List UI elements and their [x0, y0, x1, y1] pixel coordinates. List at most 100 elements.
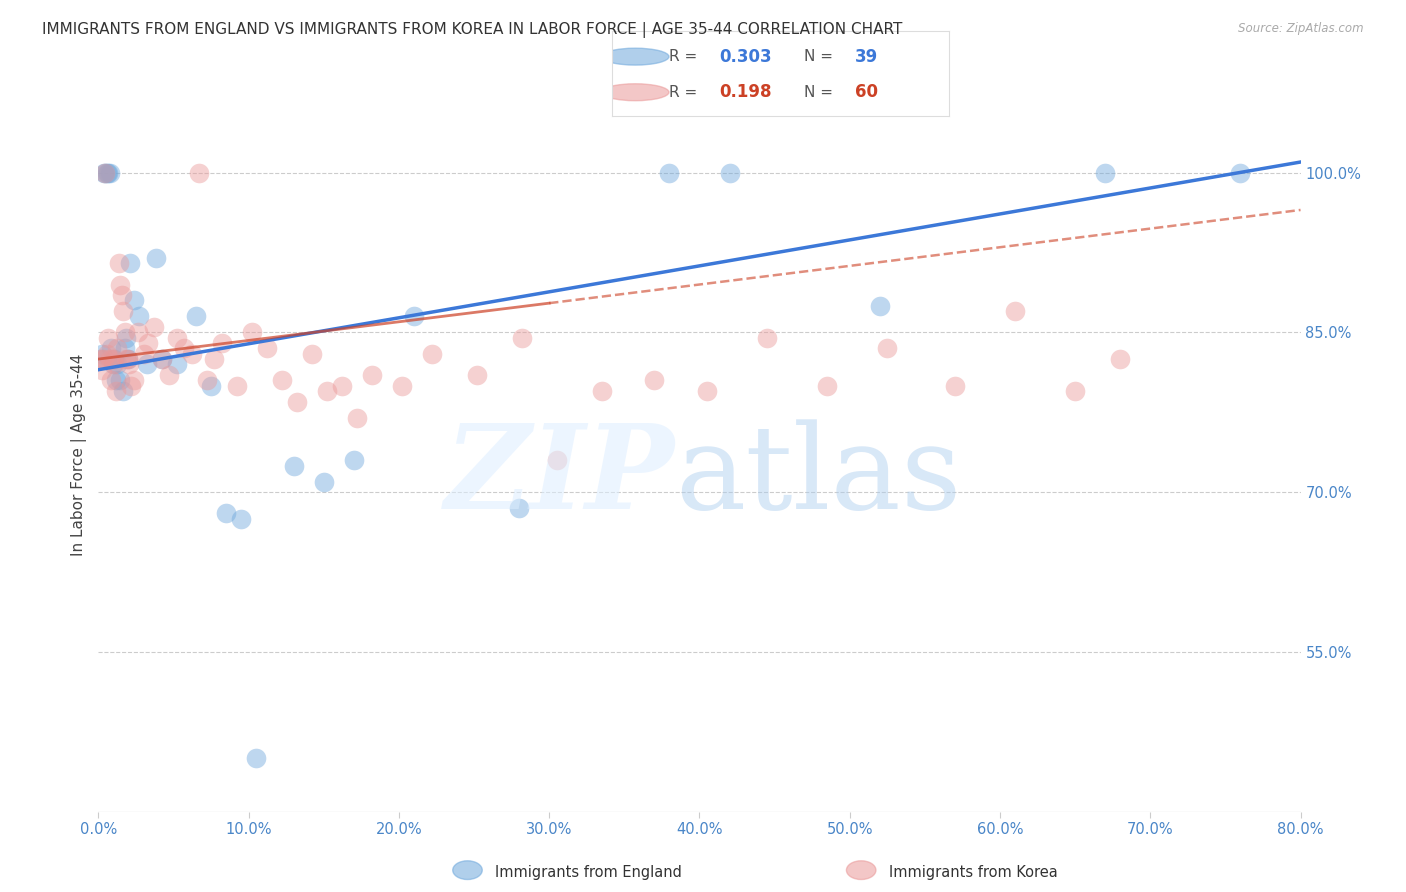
Point — [180, 347, 202, 361]
Point — [696, 384, 718, 398]
Point — [97, 166, 120, 180]
Point — [108, 373, 131, 387]
Point — [96, 166, 118, 180]
Y-axis label: In Labor Force | Age 35-44: In Labor Force | Age 35-44 — [72, 354, 87, 556]
Point — [108, 277, 131, 292]
Point — [718, 166, 741, 180]
Point — [118, 256, 141, 270]
Point — [93, 352, 115, 367]
Point — [107, 256, 129, 270]
Text: Immigrants from Korea: Immigrants from Korea — [889, 865, 1057, 880]
Text: N =: N = — [804, 49, 832, 64]
Point — [103, 352, 125, 367]
Point — [122, 373, 145, 387]
Point — [869, 299, 891, 313]
Point — [124, 293, 146, 308]
Point — [188, 166, 211, 180]
Text: Source: ZipAtlas.com: Source: ZipAtlas.com — [1239, 22, 1364, 36]
Point — [756, 331, 779, 345]
Point — [815, 378, 838, 392]
Text: 39: 39 — [855, 47, 877, 66]
Point — [118, 358, 141, 372]
Point — [96, 347, 118, 361]
Text: Immigrants from England: Immigrants from England — [495, 865, 682, 880]
Point — [93, 166, 115, 180]
Point — [120, 378, 142, 392]
Text: 0.303: 0.303 — [720, 47, 772, 66]
Point — [643, 373, 665, 387]
Point — [231, 512, 253, 526]
Point — [508, 501, 530, 516]
Point — [173, 342, 195, 356]
Point — [104, 373, 127, 387]
Point — [134, 347, 156, 361]
Point — [256, 342, 278, 356]
Point — [150, 352, 173, 367]
Point — [100, 373, 122, 387]
Point — [1109, 352, 1132, 367]
Point — [105, 342, 128, 356]
Text: 60: 60 — [855, 83, 877, 101]
Point — [117, 352, 139, 367]
Point — [270, 373, 292, 387]
Point — [101, 352, 124, 367]
Point — [546, 453, 568, 467]
Point — [301, 347, 323, 361]
Text: atlas: atlas — [675, 419, 962, 533]
Point — [115, 352, 138, 367]
Point — [128, 310, 150, 324]
Circle shape — [602, 84, 669, 101]
Point — [166, 331, 188, 345]
Point — [143, 320, 166, 334]
Point — [94, 166, 117, 180]
Point — [202, 352, 225, 367]
Point — [111, 288, 134, 302]
Point — [195, 373, 218, 387]
Point — [114, 326, 136, 340]
Point — [510, 331, 533, 345]
Point — [346, 410, 368, 425]
Point — [240, 326, 263, 340]
Point — [591, 384, 613, 398]
Point — [112, 384, 135, 398]
Point — [876, 342, 898, 356]
Point — [285, 394, 308, 409]
Point — [225, 378, 247, 392]
Point — [145, 251, 167, 265]
Point — [330, 378, 353, 392]
Point — [136, 336, 159, 351]
Point — [117, 352, 139, 367]
Point — [215, 507, 238, 521]
Text: ZIP: ZIP — [446, 419, 675, 533]
Point — [312, 475, 335, 489]
Point — [283, 458, 305, 473]
Point — [658, 166, 681, 180]
Point — [150, 352, 173, 367]
Point — [90, 352, 112, 367]
Point — [91, 362, 114, 376]
Point — [1064, 384, 1087, 398]
Point — [135, 358, 157, 372]
Point — [100, 342, 122, 356]
Point — [157, 368, 180, 382]
Point — [112, 304, 135, 318]
Text: N =: N = — [804, 85, 832, 100]
Point — [94, 166, 117, 180]
Point — [245, 751, 267, 765]
Point — [943, 378, 966, 392]
Point — [127, 326, 149, 340]
Point — [166, 358, 188, 372]
Point — [105, 358, 128, 372]
Point — [1004, 304, 1026, 318]
Point — [115, 331, 138, 345]
Point — [103, 358, 125, 372]
Point — [1094, 166, 1116, 180]
Circle shape — [846, 861, 876, 880]
Text: IMMIGRANTS FROM ENGLAND VS IMMIGRANTS FROM KOREA IN LABOR FORCE | AGE 35-44 CORR: IMMIGRANTS FROM ENGLAND VS IMMIGRANTS FR… — [42, 22, 903, 38]
Text: R =: R = — [669, 49, 697, 64]
Circle shape — [453, 861, 482, 880]
Text: R =: R = — [669, 85, 697, 100]
Point — [420, 347, 443, 361]
Point — [315, 384, 337, 398]
Point — [343, 453, 366, 467]
